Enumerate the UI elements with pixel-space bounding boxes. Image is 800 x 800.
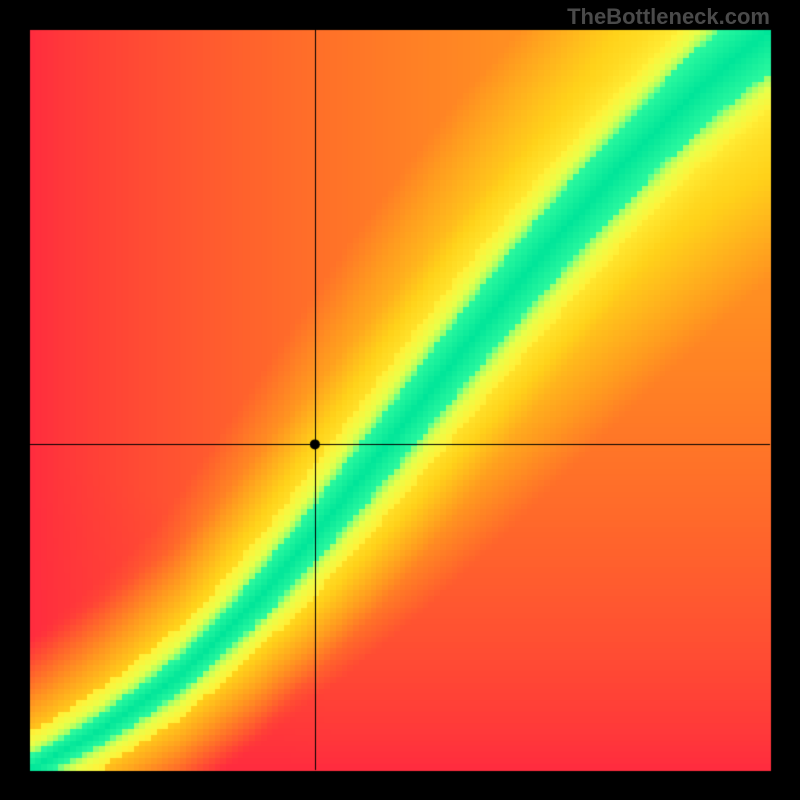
chart-root: TheBottleneck.com	[0, 0, 800, 800]
heatmap-canvas	[0, 0, 800, 800]
watermark-text: TheBottleneck.com	[567, 4, 770, 30]
